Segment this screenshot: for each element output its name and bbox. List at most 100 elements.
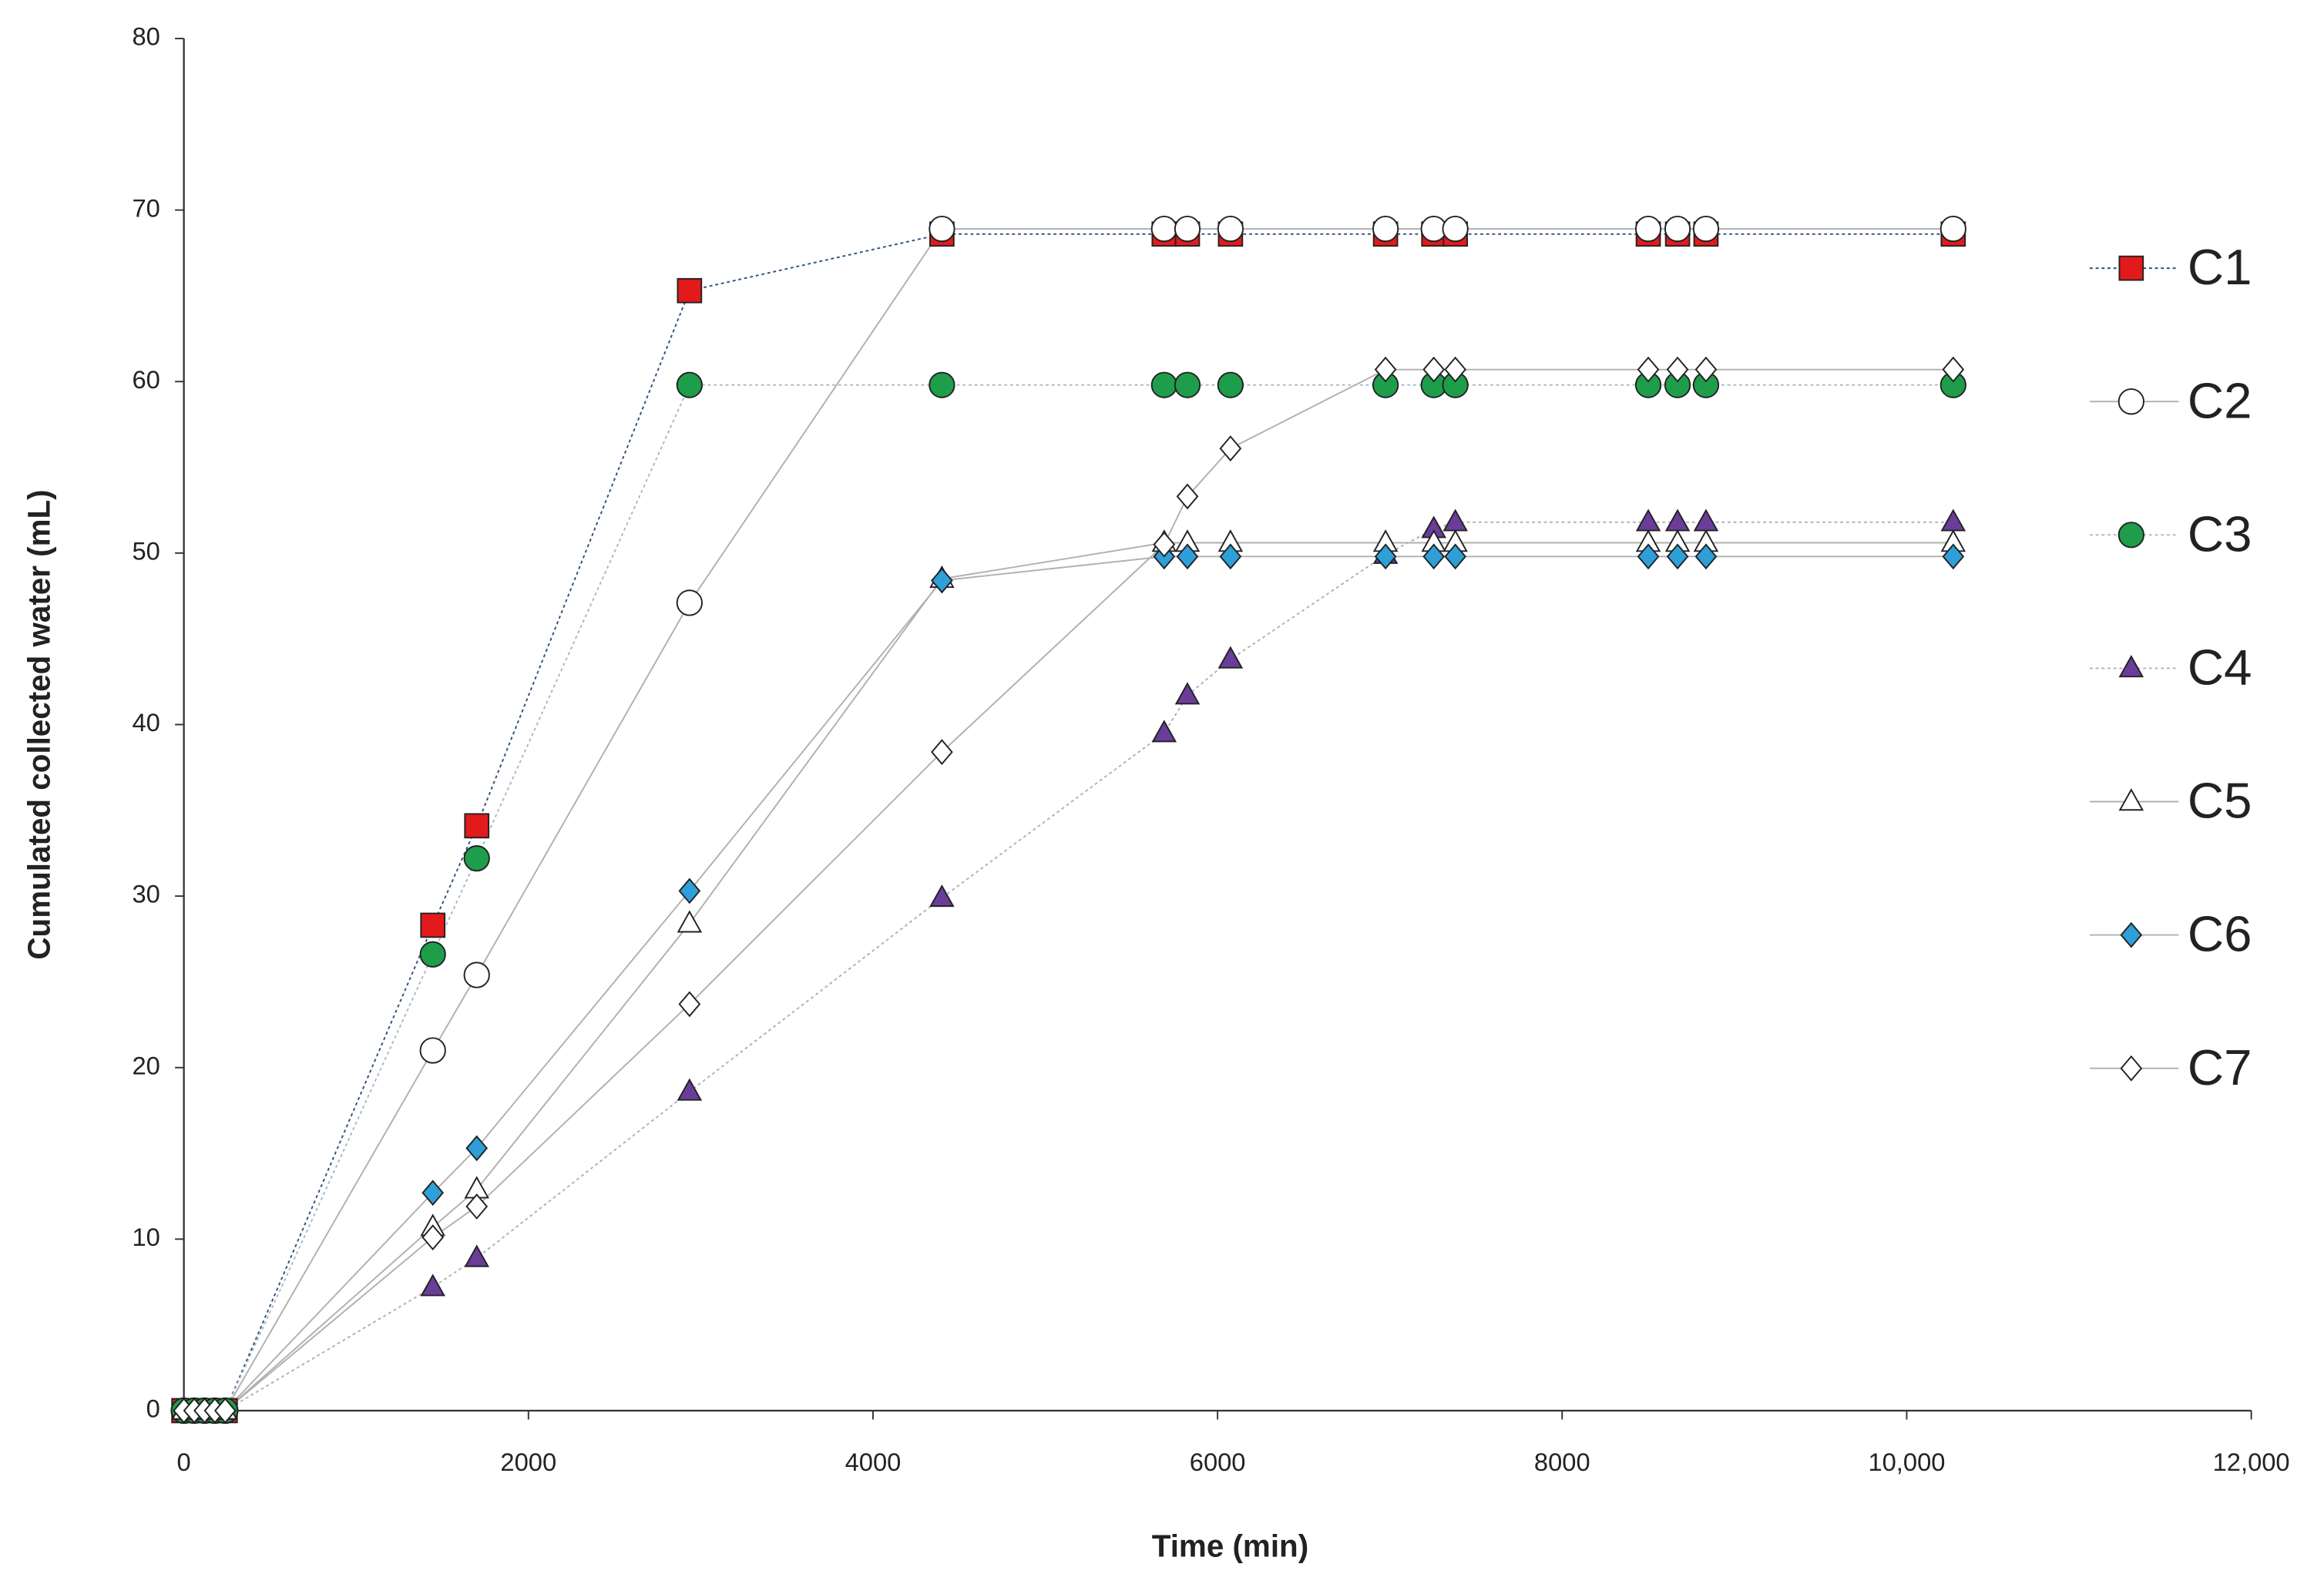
y-tick-label: 30 bbox=[132, 880, 160, 908]
data-point bbox=[1442, 215, 1469, 243]
data-point bbox=[1176, 483, 1199, 510]
series-line bbox=[183, 233, 1953, 1411]
legend-marker bbox=[2120, 921, 2143, 948]
data-point bbox=[1374, 543, 1397, 570]
legend-marker bbox=[2118, 655, 2144, 678]
data-point bbox=[463, 961, 490, 988]
data-point bbox=[463, 845, 490, 872]
data-point bbox=[465, 1135, 489, 1162]
y-tick-label: 40 bbox=[132, 708, 160, 737]
x-axis-title: Time (min) bbox=[1152, 1529, 1308, 1564]
data-point bbox=[678, 878, 701, 904]
data-point bbox=[1174, 371, 1201, 398]
data-point bbox=[1694, 543, 1718, 570]
legend-marker bbox=[2120, 1055, 2143, 1082]
data-point bbox=[1692, 215, 1720, 243]
data-point bbox=[1219, 435, 1242, 461]
legend-marker bbox=[2117, 522, 2144, 549]
legend-label: C1 bbox=[2188, 239, 2252, 295]
data-point bbox=[464, 813, 490, 839]
legend-marker bbox=[2118, 255, 2144, 281]
y-tick-label: 60 bbox=[132, 365, 160, 394]
data-point bbox=[1219, 543, 1242, 570]
y-axis-title: Cumulated collected water (mL) bbox=[22, 489, 57, 959]
data-point bbox=[213, 1398, 237, 1424]
y-tick-label: 10 bbox=[132, 1223, 160, 1251]
data-point bbox=[1693, 508, 1719, 532]
y-tick-label: 80 bbox=[132, 22, 160, 51]
x-tick-label: 0 bbox=[177, 1448, 191, 1476]
data-point bbox=[1444, 543, 1467, 570]
x-tick-label: 12,000 bbox=[2213, 1448, 2290, 1476]
data-point bbox=[1174, 215, 1201, 243]
data-point bbox=[421, 1180, 445, 1206]
data-point bbox=[931, 739, 953, 765]
series-line bbox=[183, 542, 1953, 1411]
data-point bbox=[677, 277, 703, 304]
data-point bbox=[929, 215, 955, 243]
data-point bbox=[1217, 371, 1244, 398]
legend-label: C4 bbox=[2188, 639, 2252, 696]
data-point bbox=[1637, 543, 1660, 570]
data-point bbox=[1174, 682, 1201, 705]
data-point bbox=[1444, 356, 1467, 383]
data-point bbox=[1217, 646, 1244, 669]
data-point bbox=[1151, 720, 1177, 743]
data-point bbox=[1176, 543, 1199, 570]
data-point bbox=[1664, 508, 1691, 532]
x-tick-label: 2000 bbox=[500, 1448, 556, 1476]
data-point bbox=[465, 1193, 489, 1220]
data-point bbox=[1666, 543, 1689, 570]
data-point bbox=[1442, 508, 1468, 532]
data-point bbox=[1664, 215, 1691, 243]
data-point bbox=[676, 371, 703, 398]
data-point bbox=[1372, 215, 1399, 243]
data-point bbox=[1422, 543, 1446, 570]
data-point bbox=[1422, 356, 1446, 383]
data-point bbox=[419, 1037, 446, 1064]
legend-label: C6 bbox=[2188, 906, 2252, 962]
data-point bbox=[1637, 356, 1660, 383]
legend-label: C3 bbox=[2188, 505, 2252, 562]
data-point bbox=[1217, 215, 1244, 243]
series-line bbox=[183, 368, 1953, 1411]
data-point bbox=[419, 941, 446, 968]
x-tick-label: 8000 bbox=[1534, 1448, 1590, 1476]
x-tick-label: 6000 bbox=[1190, 1448, 1246, 1476]
data-point bbox=[464, 1244, 489, 1267]
x-tick-label: 10,000 bbox=[1868, 1448, 1945, 1476]
data-point bbox=[1634, 215, 1662, 243]
data-point bbox=[1694, 356, 1718, 383]
data-point bbox=[420, 1274, 445, 1297]
legend-label: C2 bbox=[2188, 372, 2252, 428]
series-line bbox=[183, 521, 1953, 1411]
y-tick-label: 20 bbox=[132, 1051, 160, 1079]
data-point bbox=[1374, 356, 1397, 383]
data-point bbox=[1939, 215, 1966, 243]
data-point bbox=[678, 991, 701, 1018]
data-point bbox=[676, 589, 703, 616]
y-tick-label: 0 bbox=[146, 1394, 160, 1423]
data-point bbox=[1150, 215, 1177, 243]
series-line bbox=[183, 384, 1953, 1411]
legend-label: C7 bbox=[2188, 1039, 2252, 1096]
y-tick-label: 70 bbox=[132, 193, 160, 222]
data-point bbox=[1942, 356, 1965, 383]
data-point bbox=[421, 1224, 445, 1250]
y-tick-label: 50 bbox=[132, 537, 160, 565]
data-point bbox=[929, 371, 955, 398]
data-point bbox=[677, 910, 703, 933]
data-point bbox=[1666, 356, 1689, 383]
data-point bbox=[1940, 508, 1966, 532]
x-tick-label: 4000 bbox=[845, 1448, 902, 1476]
data-point bbox=[420, 912, 446, 938]
legend-marker bbox=[2117, 388, 2144, 415]
data-point bbox=[1635, 508, 1661, 532]
data-point bbox=[677, 1078, 703, 1101]
legend-label: C5 bbox=[2188, 773, 2252, 829]
data-point bbox=[1153, 531, 1176, 558]
series-line bbox=[183, 555, 1953, 1411]
data-point bbox=[931, 567, 953, 594]
